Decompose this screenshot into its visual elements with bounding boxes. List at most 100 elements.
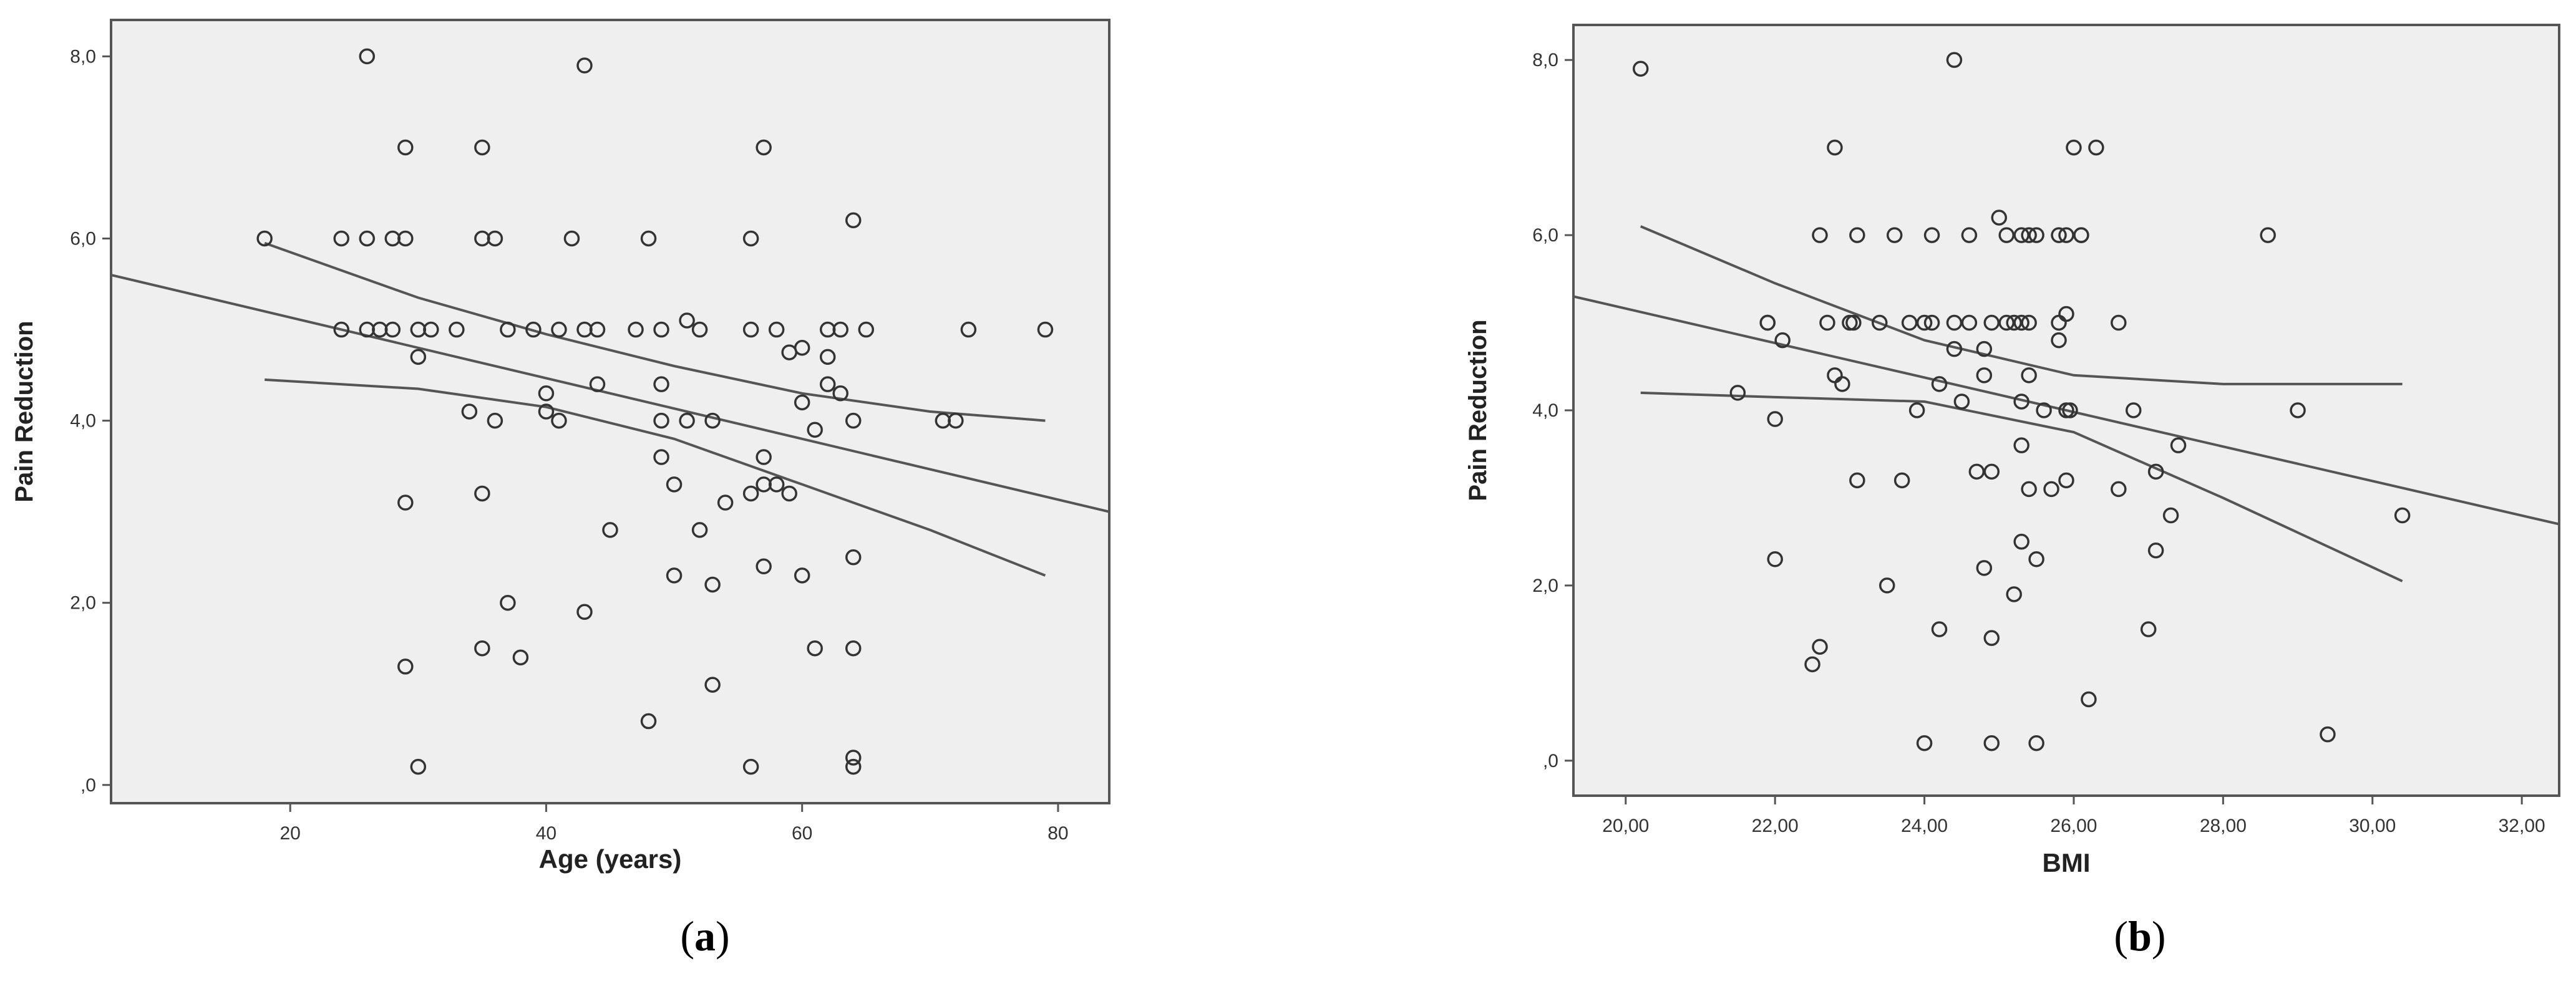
data-point <box>576 57 593 74</box>
y-tick-label: 2,0 <box>1532 576 1558 596</box>
data-point <box>2036 402 2052 418</box>
data-point <box>1983 463 2000 480</box>
data-point <box>666 567 683 584</box>
data-point <box>2006 314 2022 331</box>
data-point <box>1983 314 2000 331</box>
data-point <box>1812 227 1828 243</box>
chart-a: 20 40 60 80 ,0 2,0 4,0 6,0 8,0 Age (years) Pain Re… <box>11 19 1111 874</box>
data-point <box>768 476 785 493</box>
y-tick-label: 8,0 <box>1532 50 1558 70</box>
data-point <box>2013 227 2029 243</box>
data-point <box>512 649 529 666</box>
x-tick-label: 60 <box>792 823 812 844</box>
data-point <box>2111 314 2127 331</box>
data-point <box>487 230 503 247</box>
fit-line <box>111 273 1109 513</box>
x-tick-label: 22,00 <box>1752 816 1799 836</box>
data-point <box>2058 227 2074 243</box>
y-tick-label: ,0 <box>1543 751 1558 771</box>
data-point <box>1827 139 1843 156</box>
data-point <box>602 522 618 538</box>
data-point <box>640 713 657 730</box>
data-point <box>1845 314 1862 331</box>
data-point <box>1998 227 2015 243</box>
data-point <box>2021 367 2037 384</box>
data-point <box>474 640 490 657</box>
data-point <box>704 576 721 593</box>
data-point <box>1961 314 1978 331</box>
y-tick-label: 6,0 <box>70 229 96 249</box>
data-point <box>2147 542 2164 559</box>
y-tick-label: 2,0 <box>70 593 96 614</box>
data-point <box>589 321 606 338</box>
data-point <box>397 139 414 156</box>
data-point <box>1037 321 1054 338</box>
data-point <box>397 230 414 247</box>
x-tick-label: 80 <box>1047 823 1068 844</box>
data-point <box>1767 551 1783 567</box>
data-point <box>397 659 414 675</box>
data-point <box>551 321 567 338</box>
data-point <box>679 312 695 329</box>
data-point <box>2073 227 2089 243</box>
data-point <box>832 321 848 338</box>
data-point <box>756 139 772 156</box>
data-point <box>1976 560 1993 576</box>
data-point <box>1908 402 1925 418</box>
data-point <box>500 594 516 611</box>
data-point <box>742 485 759 502</box>
data-point <box>1729 385 1746 401</box>
data-point <box>794 394 810 411</box>
plot-area <box>110 19 1111 804</box>
data-point <box>2028 227 2044 243</box>
data-point <box>1812 639 1828 655</box>
ci-upper-line <box>264 241 1046 422</box>
data-point <box>410 758 427 775</box>
data-point <box>653 376 669 392</box>
data-point <box>2260 227 2276 243</box>
data-point <box>679 412 695 429</box>
data-point <box>474 485 490 502</box>
data-point <box>1819 314 1835 331</box>
data-point <box>1983 735 2000 751</box>
data-point <box>704 677 721 693</box>
data-point <box>794 340 810 356</box>
data-point <box>2162 507 2179 524</box>
data-point <box>1923 227 1940 243</box>
data-point <box>1946 52 1963 68</box>
x-tick-label: 20,00 <box>1602 816 1649 836</box>
data-point <box>2021 227 2037 243</box>
data-point <box>832 385 848 402</box>
data-point <box>500 321 516 338</box>
x-tick-label: 20 <box>279 823 300 844</box>
ci-lower-line <box>265 378 1046 577</box>
data-point <box>2081 691 2097 708</box>
data-point <box>563 230 580 247</box>
chart-b: 20,00 22,00 24,00 26,00 28,00 30,00 32,00 ,0 2,0… <box>1464 24 2560 877</box>
data-point <box>1931 376 1948 392</box>
data-point <box>1916 735 1933 751</box>
data-point <box>653 449 669 465</box>
data-point <box>845 750 862 766</box>
data-point <box>1961 227 1978 243</box>
x-tick-label: 28,00 <box>2200 816 2247 836</box>
data-point <box>2021 481 2037 498</box>
data-point <box>1632 60 1649 77</box>
data-point <box>948 412 964 429</box>
data-point <box>1953 393 1970 410</box>
data-point <box>1759 314 1776 331</box>
data-point <box>2051 332 2067 349</box>
data-point <box>845 549 862 566</box>
data-point <box>449 321 465 338</box>
data-point <box>461 403 478 420</box>
data-point <box>1879 577 1895 594</box>
data-point <box>794 567 810 584</box>
data-point <box>807 640 823 657</box>
panel-caption-a: (a) <box>680 912 730 960</box>
data-point <box>1976 340 1993 357</box>
x-tick-label: 24,00 <box>1901 816 1948 836</box>
data-point <box>1872 314 1888 331</box>
panel-caption-b: (b) <box>2114 912 2166 960</box>
data-point <box>2043 481 2059 498</box>
data-point <box>691 522 708 538</box>
